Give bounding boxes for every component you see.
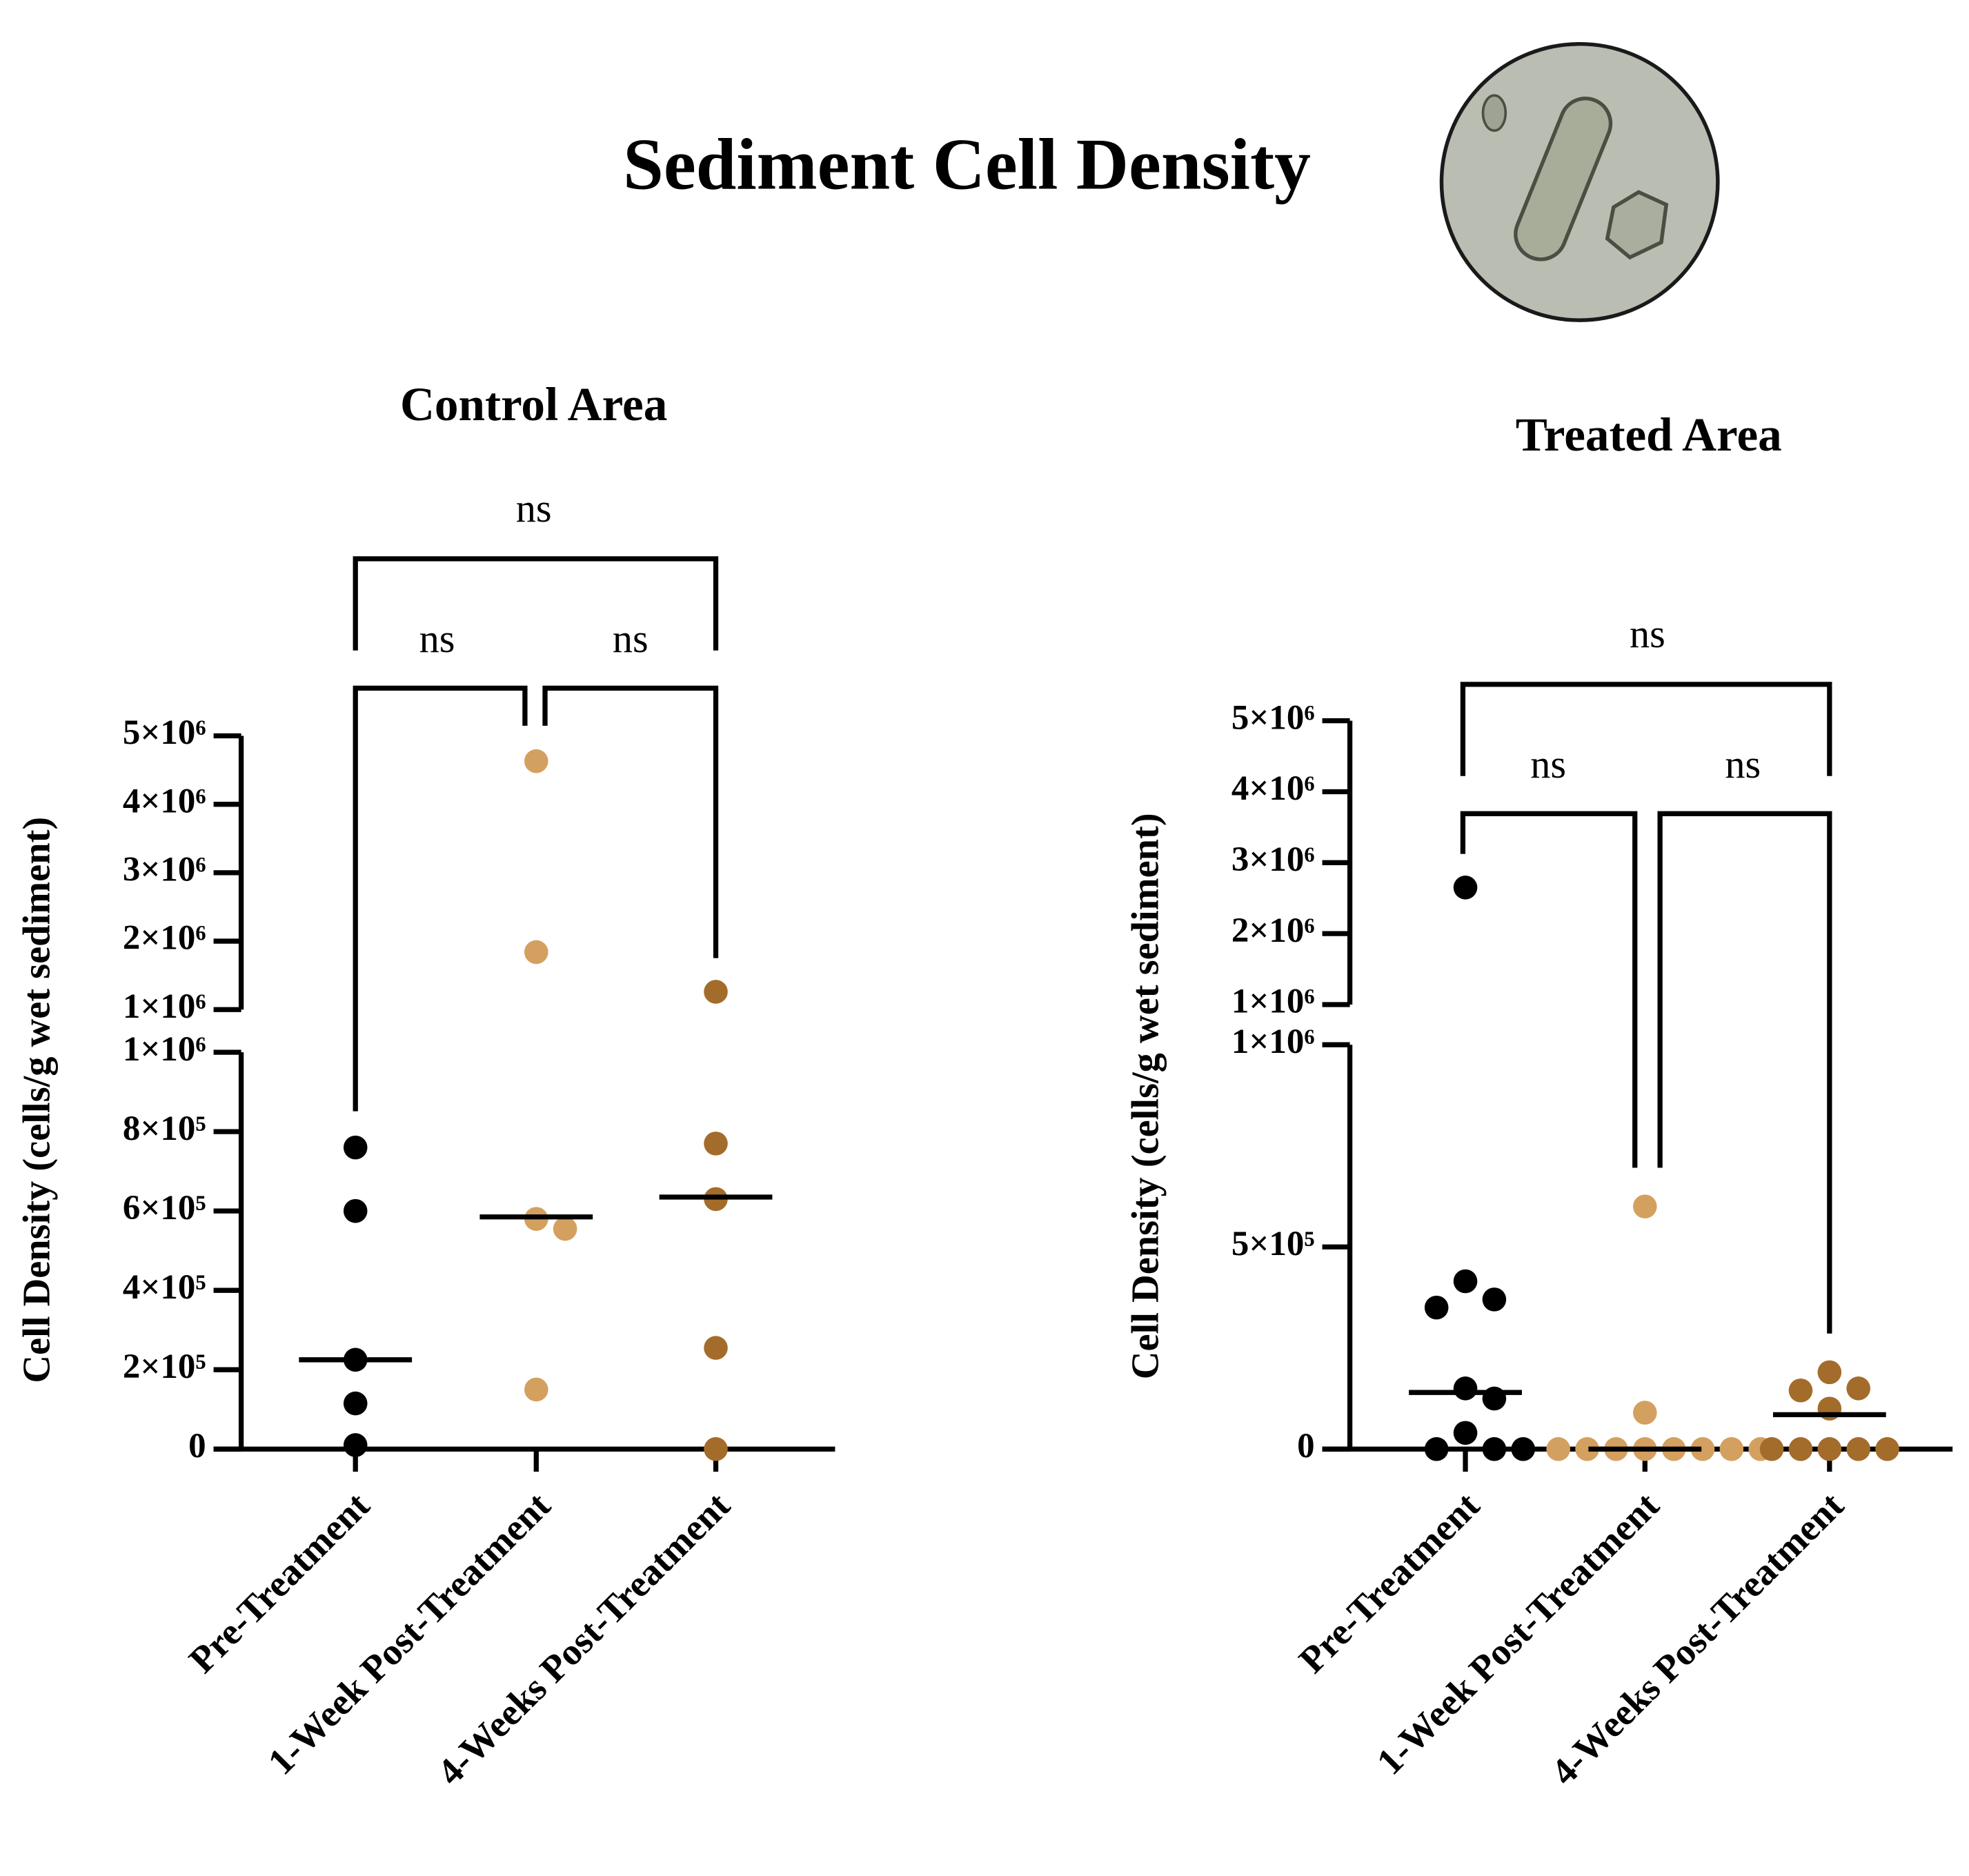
data-point	[1453, 876, 1478, 900]
x-tick-label: Pre-Treatment	[1291, 1484, 1487, 1681]
data-point	[704, 1132, 728, 1156]
y-tick-label: 5×10⁶	[123, 713, 206, 752]
y-tick-label: 4×10⁵	[123, 1268, 206, 1307]
x-tick-label: 4-Weeks Post-Treatment	[429, 1484, 738, 1793]
data-point	[1846, 1436, 1870, 1461]
data-point	[1424, 1436, 1449, 1461]
significance-bracket	[542, 685, 719, 958]
data-point	[1453, 1269, 1478, 1294]
data-point	[1875, 1436, 1899, 1461]
y-tick-label: 3×10⁶	[123, 851, 206, 889]
x-tick-label: 4-Weeks Post-Treatment	[1543, 1484, 1852, 1793]
y-tick-label: 2×10⁶	[123, 919, 206, 958]
y-tick-label: 4×10⁶	[123, 782, 206, 820]
significance-label: ns	[1530, 742, 1566, 787]
y-axis-label: Cell Density (cells/g wet sediment)	[1124, 813, 1167, 1379]
y-tick-label: 1×10⁶	[1231, 1023, 1315, 1061]
significance-label: ns	[419, 616, 455, 661]
data-point	[1575, 1436, 1599, 1461]
chart-title: Control Area	[400, 377, 667, 431]
data-point	[1453, 1421, 1478, 1445]
y-tick-label: 2×10⁶	[1231, 911, 1315, 950]
significance-label: ns	[1725, 742, 1761, 787]
data-point	[1482, 1436, 1507, 1461]
micrograph	[1439, 41, 1720, 322]
data-point	[1633, 1194, 1657, 1218]
significance-bracket	[353, 685, 528, 1112]
significance-label: ns	[613, 616, 649, 661]
data-point	[1759, 1436, 1784, 1461]
y-tick-label: 1×10⁶	[1231, 983, 1315, 1021]
y-tick-label: 0	[1297, 1427, 1314, 1465]
data-point	[1424, 1295, 1449, 1320]
data-point	[704, 1336, 728, 1360]
y-tick-label: 3×10⁶	[1231, 840, 1315, 879]
significance-bracket	[1460, 811, 1638, 1168]
data-point	[1817, 1436, 1842, 1461]
data-point	[524, 749, 548, 773]
y-axis-label: Cell Density (cells/g wet sediment)	[15, 817, 58, 1383]
data-point	[524, 940, 548, 965]
data-point	[1846, 1376, 1870, 1401]
data-point	[1817, 1360, 1842, 1385]
y-tick-label: 1×10⁶	[123, 1030, 206, 1069]
significance-label: ns	[516, 486, 552, 531]
data-point	[1546, 1436, 1571, 1461]
y-tick-label: 4×10⁶	[1231, 769, 1315, 808]
data-point	[1482, 1287, 1507, 1312]
y-tick-label: 0	[188, 1427, 206, 1465]
data-point	[1788, 1378, 1813, 1403]
y-tick-label: 6×10⁵	[123, 1189, 206, 1227]
y-tick-label: 5×10⁵	[1231, 1225, 1315, 1263]
data-point	[343, 1135, 368, 1160]
data-point	[704, 980, 728, 1004]
data-point	[1633, 1401, 1657, 1425]
data-point	[1719, 1436, 1744, 1461]
data-point	[1453, 1376, 1478, 1401]
x-tick-label: Pre-Treatment	[181, 1484, 377, 1681]
chart-title: Treated Area	[1516, 408, 1782, 461]
data-point	[524, 1377, 548, 1402]
data-point	[1788, 1436, 1813, 1461]
y-tick-label: 1×10⁶	[123, 987, 206, 1026]
significance-bracket	[1657, 811, 1832, 1334]
y-tick-label: 8×10⁵	[123, 1109, 206, 1148]
data-point	[1690, 1436, 1715, 1461]
data-point	[343, 1198, 368, 1223]
data-point	[553, 1216, 577, 1241]
figure-title: Sediment Cell Density	[623, 124, 1311, 205]
data-point	[343, 1391, 368, 1416]
y-tick-label: 5×10⁶	[1231, 698, 1315, 737]
data-point	[704, 1436, 728, 1461]
data-point	[343, 1433, 368, 1457]
significance-bracket	[353, 556, 719, 651]
significance-label: ns	[1630, 611, 1665, 656]
y-tick-label: 2×10⁵	[123, 1347, 206, 1386]
data-point	[1511, 1436, 1536, 1461]
significance-bracket	[1460, 682, 1832, 776]
